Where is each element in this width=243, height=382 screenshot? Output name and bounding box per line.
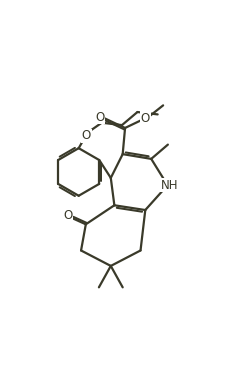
Text: O: O	[95, 111, 104, 124]
Text: O: O	[63, 209, 72, 222]
Text: O: O	[141, 112, 150, 125]
Text: NH: NH	[161, 178, 178, 191]
Text: O: O	[82, 129, 91, 142]
